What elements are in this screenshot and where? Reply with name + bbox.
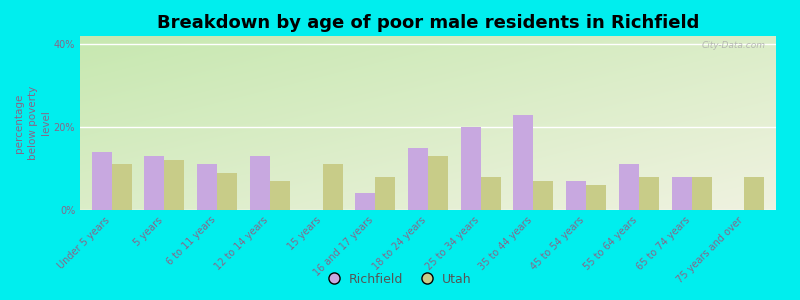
Text: City-Data.com: City-Data.com (702, 41, 766, 50)
Bar (566, 181, 586, 210)
Bar (322, 164, 342, 210)
Bar (461, 127, 481, 210)
Bar (355, 194, 375, 210)
Title: Breakdown by age of poor male residents in Richfield: Breakdown by age of poor male residents … (157, 14, 699, 32)
Y-axis label: percentage
below poverty
level: percentage below poverty level (14, 86, 51, 160)
Bar (408, 148, 428, 210)
Bar (250, 156, 270, 210)
Legend: Richfield, Utah: Richfield, Utah (324, 268, 476, 291)
Bar (92, 152, 112, 210)
Bar (270, 181, 290, 210)
Bar (112, 164, 132, 210)
Bar (619, 164, 639, 210)
Bar (144, 156, 164, 210)
Bar (514, 115, 534, 210)
Bar (672, 177, 692, 210)
Bar (744, 177, 765, 210)
Bar (534, 181, 554, 210)
Bar (197, 164, 217, 210)
Bar (586, 185, 606, 210)
Bar (639, 177, 659, 210)
Bar (375, 177, 395, 210)
Bar (164, 160, 184, 210)
Bar (217, 173, 237, 210)
Bar (428, 156, 448, 210)
Bar (481, 177, 501, 210)
Bar (692, 177, 712, 210)
